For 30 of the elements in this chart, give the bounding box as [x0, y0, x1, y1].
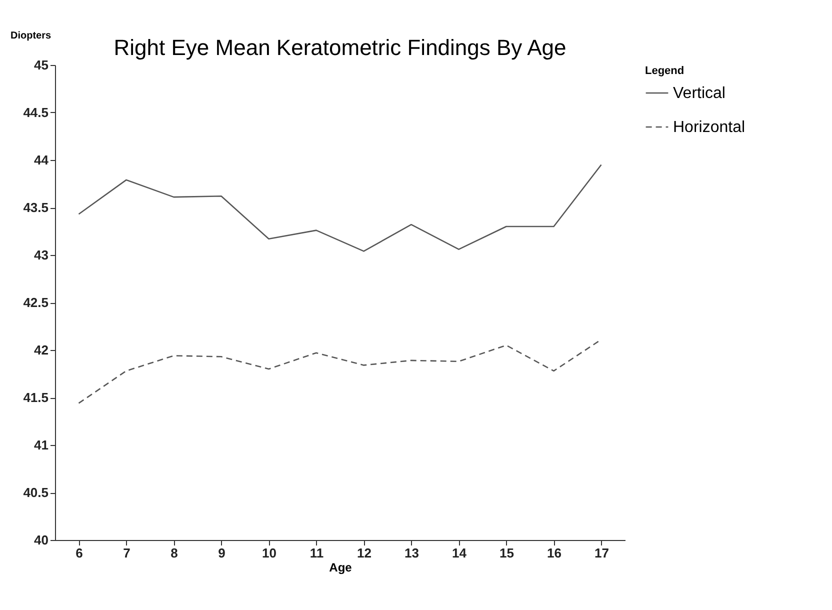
- x-tick-label: 14: [452, 546, 468, 560]
- y-tick-label: 43: [34, 248, 48, 262]
- legend-label: Vertical: [673, 85, 726, 102]
- x-tick-label: 6: [76, 546, 83, 560]
- y-tick-label: 45: [34, 58, 48, 72]
- y-axis-title: Diopters: [10, 30, 52, 42]
- y-tick-label: 43.5: [23, 200, 48, 215]
- x-tick-label: 10: [262, 546, 276, 560]
- legend-title: Legend: [645, 65, 684, 77]
- x-axis-title: Age: [329, 560, 352, 574]
- x-tick-label: 17: [594, 546, 609, 560]
- y-tick-label: 44: [34, 152, 50, 168]
- x-tick-label: 12: [357, 546, 372, 560]
- line-series: [78, 164, 602, 252]
- x-tick-label: 9: [218, 546, 226, 560]
- x-tick-label: 7: [123, 546, 130, 560]
- x-tick-label: 13: [404, 546, 419, 560]
- y-tick-label: 40: [34, 532, 48, 548]
- y-tick-label: 42: [34, 342, 48, 358]
- chart-title: Right Eye Mean Keratometric Findings By Age: [114, 35, 566, 60]
- y-tick-label: 44.5: [23, 105, 48, 120]
- x-tick-label: 8: [170, 546, 178, 560]
- y-tick-label: 42.5: [23, 295, 48, 310]
- y-tick-label: 41: [34, 438, 48, 452]
- y-tick-label: 40.5: [23, 485, 48, 500]
- x-tick-label: 11: [310, 546, 324, 560]
- y-tick-label: 41.5: [23, 390, 48, 405]
- legend-label: Horizontal: [673, 119, 746, 136]
- x-tick-label: 16: [547, 546, 562, 560]
- x-tick-label: 15: [500, 546, 514, 560]
